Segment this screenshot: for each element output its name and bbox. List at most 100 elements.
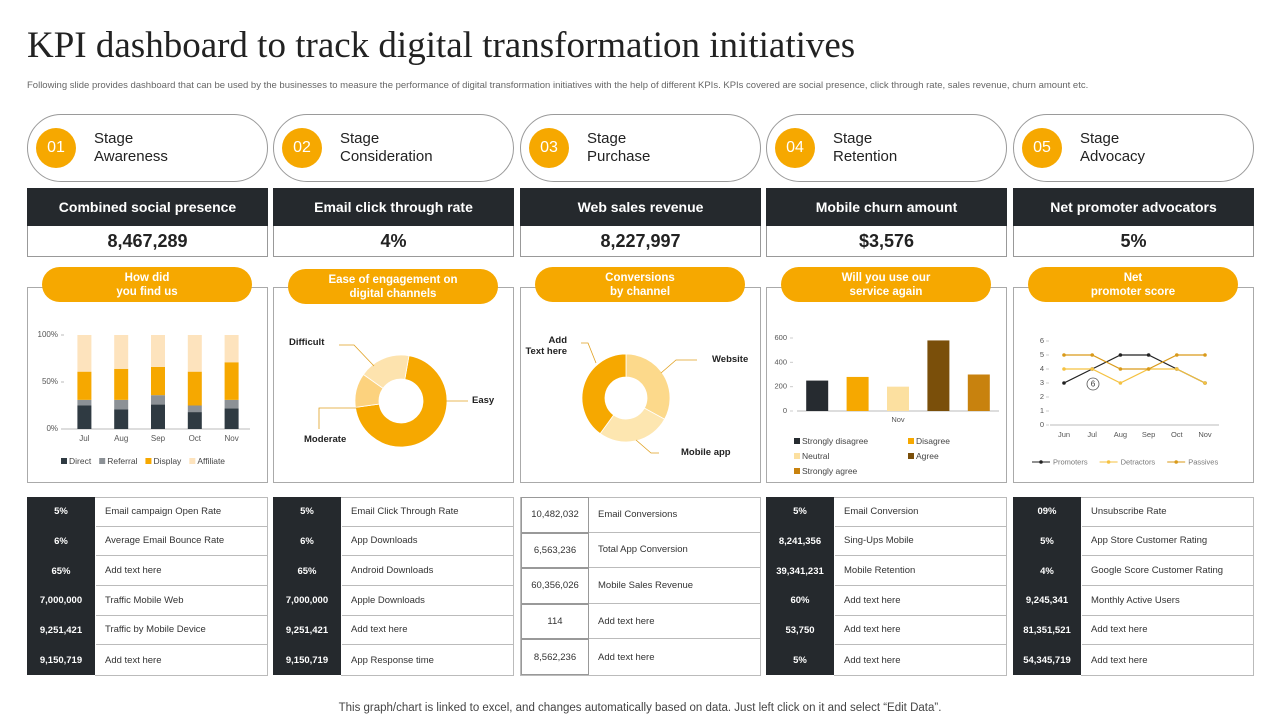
y-tick-label: 400 xyxy=(774,357,787,366)
donut-label: Add Text here xyxy=(525,335,567,357)
stage-heading: Stage xyxy=(587,130,627,147)
y-tick-label: 200 xyxy=(774,382,787,391)
legend-label: Display xyxy=(153,456,182,466)
stage-heading: Stage xyxy=(94,130,134,147)
stage-number: 02 xyxy=(282,128,322,168)
y-tick-label: 600 xyxy=(774,333,787,342)
table-value: 9,251,421 xyxy=(273,615,341,647)
chart-title: Ease of engagement on digital channels xyxy=(288,269,498,304)
bar-segment xyxy=(77,371,92,400)
table-value: 7,000,000 xyxy=(273,586,341,617)
legend-label: Promoters xyxy=(1053,457,1088,466)
x-tick-label: Oct xyxy=(1171,430,1184,439)
kpi-title: Combined social presence xyxy=(27,188,268,226)
table-label: Traffic by Mobile Device xyxy=(96,616,268,646)
donut-label: Website xyxy=(712,354,749,365)
legend-swatch xyxy=(61,458,67,464)
donut-slice xyxy=(625,353,671,420)
table-value: 5% xyxy=(766,645,834,676)
table-value: 6% xyxy=(273,526,341,558)
x-tick-label: Sep xyxy=(1142,430,1155,439)
point xyxy=(1062,381,1066,385)
chart-title: Will you use our service again xyxy=(781,267,991,302)
point xyxy=(1203,353,1207,357)
table: 10,482,032 Email Conversions 6,563,236 Tota… xyxy=(520,497,761,676)
table-label: Add text here xyxy=(105,654,162,666)
kpi-value: 8,227,997 xyxy=(520,226,761,257)
stage-number: 01 xyxy=(36,128,76,168)
table-value: 10,482,032 xyxy=(521,497,589,533)
bar-segment xyxy=(77,399,92,406)
table-label: App Downloads xyxy=(342,527,514,557)
bar-segment xyxy=(224,399,239,409)
point xyxy=(1203,381,1207,385)
bar-segment xyxy=(187,371,202,406)
chart-panel: Website Mobile app Add Text here xyxy=(520,287,761,483)
table-label: Mobile Retention xyxy=(835,556,1007,586)
bar xyxy=(927,340,950,411)
legend-label: Detractors xyxy=(1121,457,1156,466)
bar-segment xyxy=(187,412,202,429)
table-label: Add text here xyxy=(1082,616,1254,646)
legend-label: Agree xyxy=(916,451,939,461)
chart-title: Net promoter score xyxy=(1028,267,1238,302)
bar xyxy=(806,380,829,411)
x-tick-label: Jun xyxy=(1058,430,1070,439)
bar xyxy=(846,376,869,411)
table-value: 60,356,026 xyxy=(521,568,589,604)
x-tick-label: Nov xyxy=(891,415,905,424)
table-label: Average Email Bounce Rate xyxy=(96,527,268,557)
table-value: 81,351,521 xyxy=(1013,615,1081,647)
bar-segment xyxy=(114,335,129,369)
table-value: 9,251,421 xyxy=(27,615,95,647)
stage-name: Purchase xyxy=(587,148,651,165)
legend-label: Referral xyxy=(107,456,137,466)
kpi-title: Net promoter advocators xyxy=(1013,188,1254,226)
table-label: Add text here xyxy=(835,586,1007,616)
bar-segment xyxy=(151,404,165,429)
leader-line xyxy=(581,342,597,364)
point xyxy=(1090,367,1094,371)
bar-segment xyxy=(224,335,239,363)
table-label: Add text here xyxy=(1091,654,1148,666)
bar-segment xyxy=(224,408,239,429)
y-tick-label: 0 xyxy=(1040,420,1044,429)
table: 09% Unsubscribe Rate 5% App Store Customer … xyxy=(1013,497,1254,676)
legend-label: Affiliate xyxy=(197,456,225,466)
bar-segment xyxy=(224,362,239,400)
y-tick-label: 5 xyxy=(1040,350,1044,359)
legend-marker xyxy=(1174,460,1178,464)
legend-swatch xyxy=(908,453,914,459)
table-value: 60% xyxy=(766,586,834,617)
table-label: Traffic Mobile Web xyxy=(96,586,268,616)
kpi-value: 4% xyxy=(273,226,514,257)
bar-segment xyxy=(114,409,129,429)
y-tick-label: 2 xyxy=(1040,392,1044,401)
table-value: 6,563,236 xyxy=(521,532,589,569)
chart xyxy=(318,344,468,448)
kpi-value: 5% xyxy=(1013,226,1254,257)
x-tick-label: Nov xyxy=(224,434,238,443)
table-value: 8,241,356 xyxy=(766,526,834,558)
chart: 0% 50% 100% Jul Aug Sep Oct Nov Direct Referral Di… xyxy=(38,330,250,466)
x-tick-label: Jul xyxy=(79,434,89,443)
y-tick-label: 4 xyxy=(1040,364,1044,373)
point xyxy=(1062,367,1066,371)
chart-panel: 0% 50% 100% Jul Aug Sep Oct Nov Direct Referral Di… xyxy=(27,287,268,483)
table: 5% Email campaign Open Rate 6% Average Emai… xyxy=(27,497,268,676)
leader-line xyxy=(635,439,659,454)
table-label: Mobile Sales Revenue xyxy=(589,568,761,604)
chart: 0 200 400 600 Nov Strongly disagree Disagree Ne… xyxy=(774,333,999,476)
kpi-value: $3,576 xyxy=(766,226,1007,257)
stage-name: Retention xyxy=(833,148,898,165)
donut-label: Easy xyxy=(472,395,495,406)
legend-swatch xyxy=(145,458,152,464)
page-subtitle: Following slide provides dashboard that … xyxy=(27,80,1089,91)
table-value: 65% xyxy=(27,556,95,587)
table-label: Email campaign Open Rate xyxy=(96,497,268,527)
table-value: 65% xyxy=(273,556,341,587)
legend-label: Disagree xyxy=(916,436,950,446)
bar-segment xyxy=(114,399,129,410)
table-value: 5% xyxy=(27,497,95,528)
page-title: KPI dashboard to track digital transform… xyxy=(27,25,856,66)
